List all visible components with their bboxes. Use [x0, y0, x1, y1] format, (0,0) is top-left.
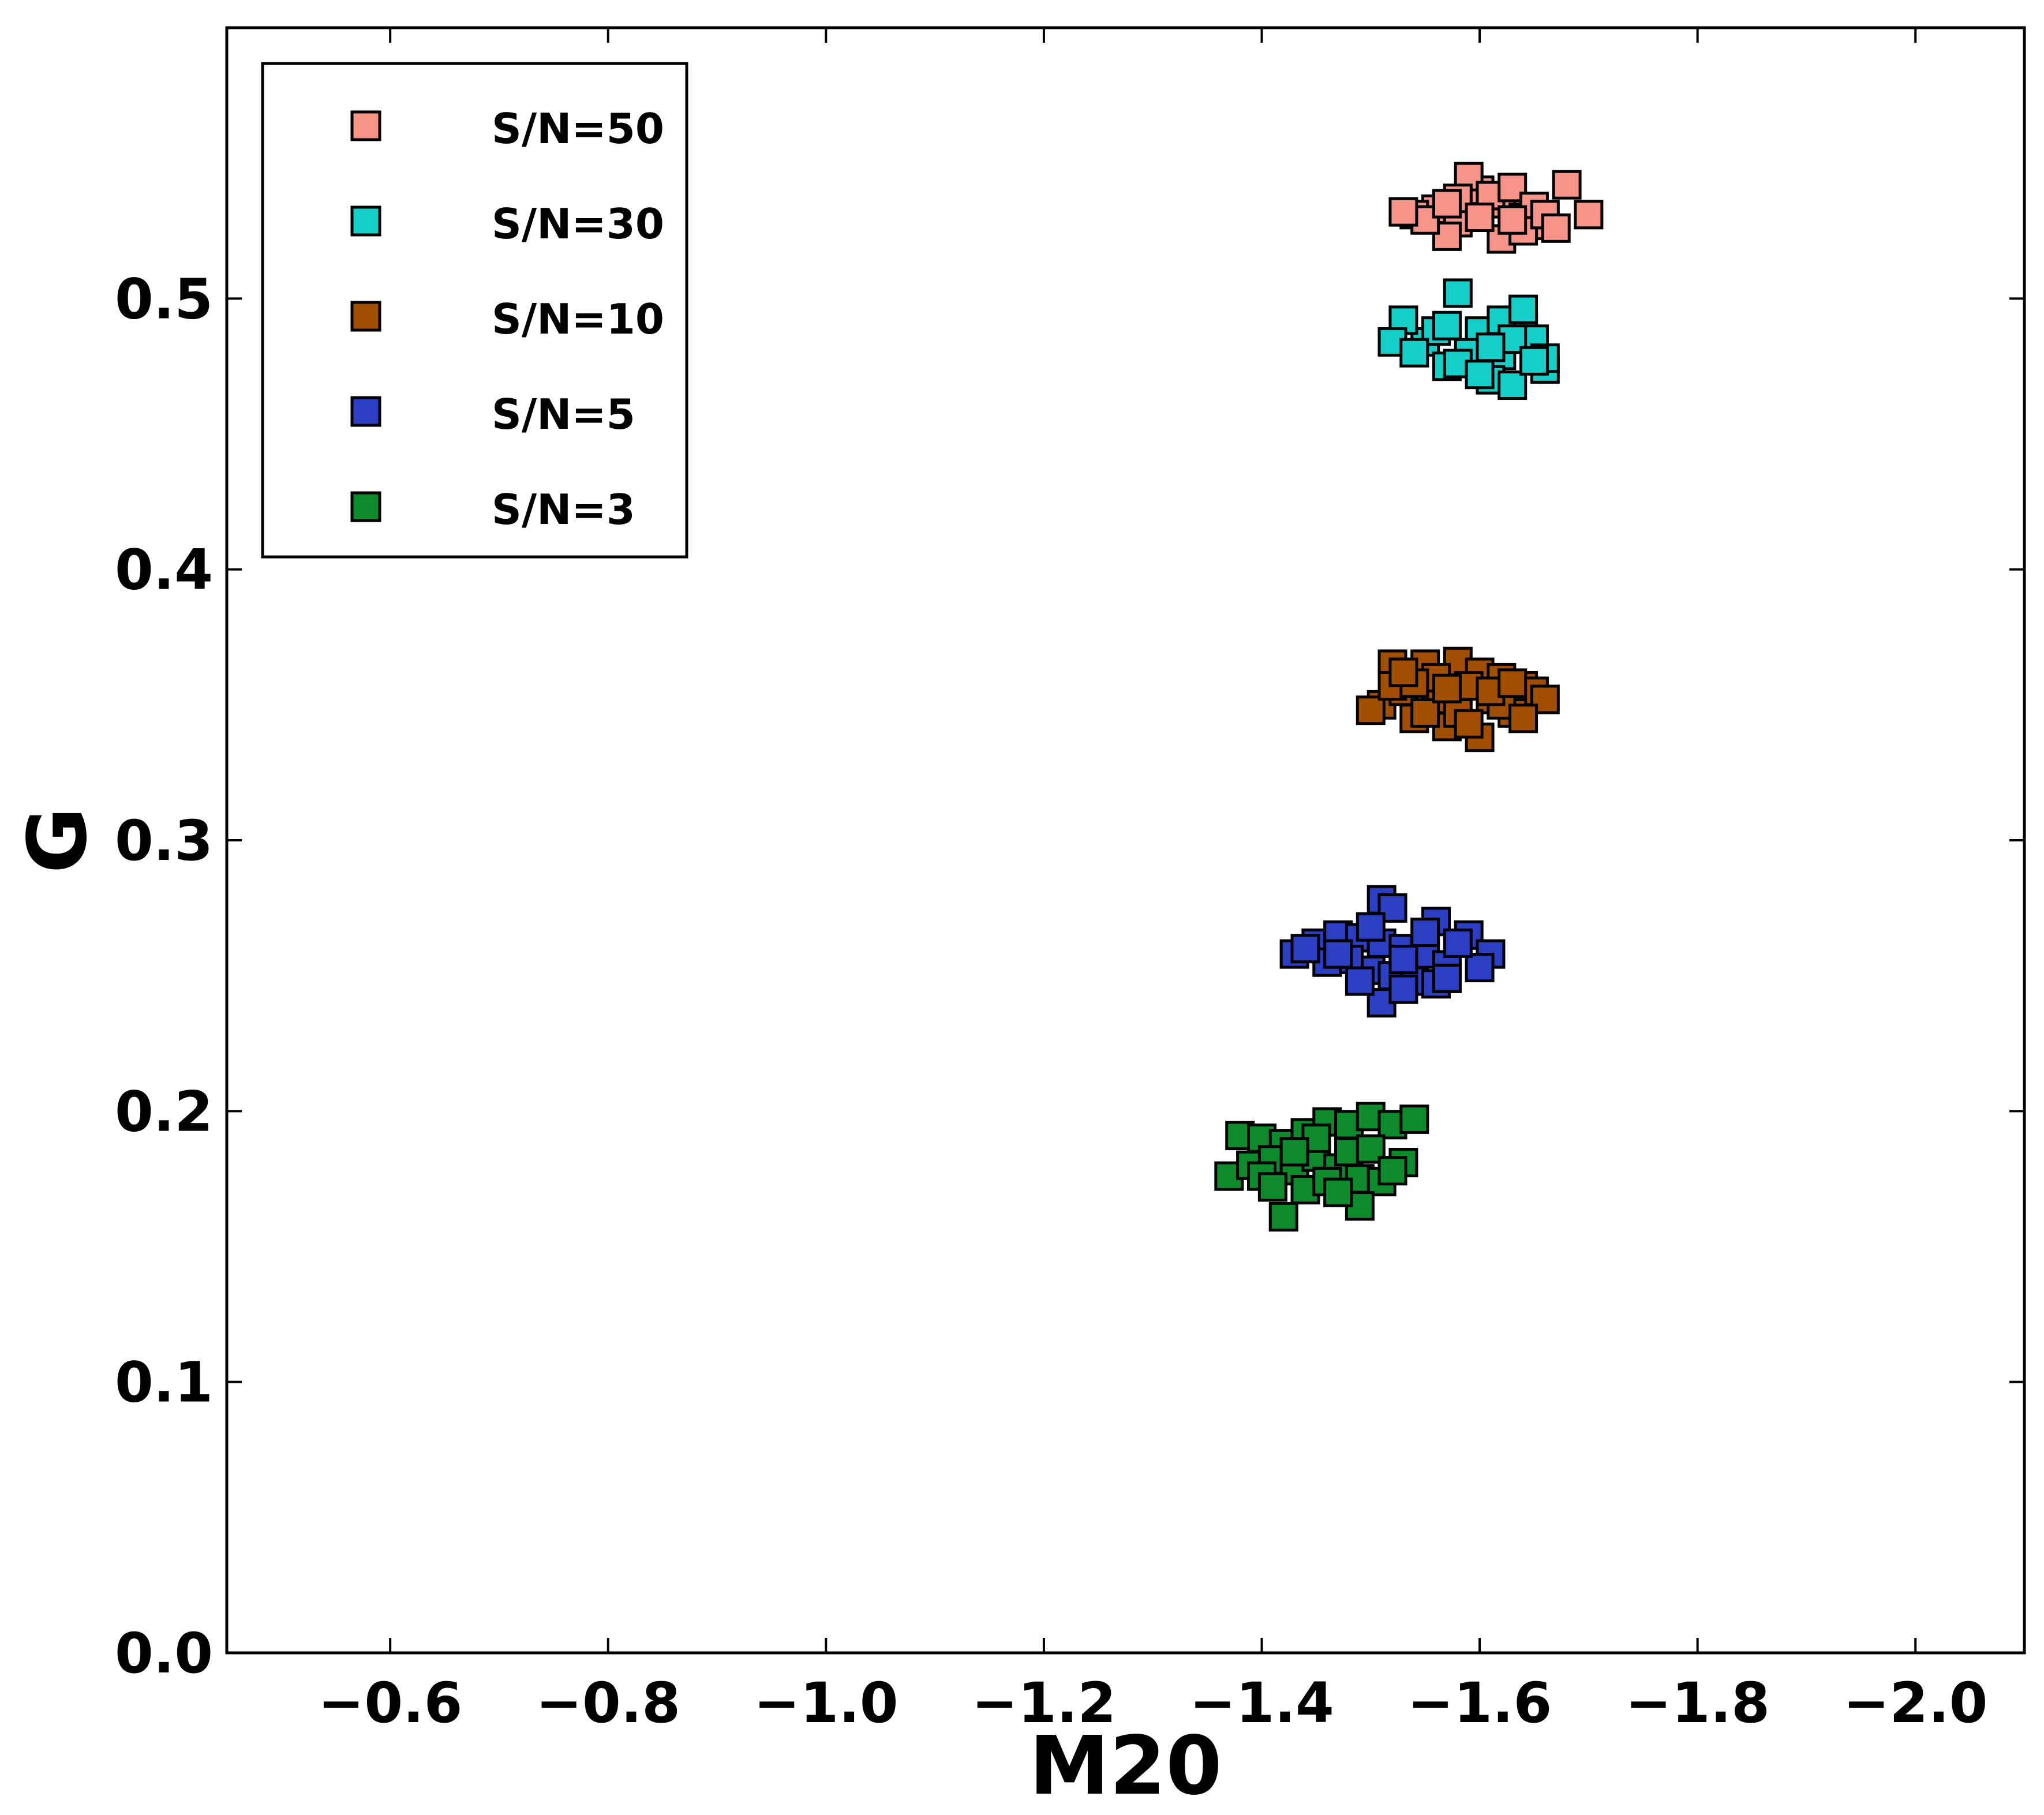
legend-marker [350, 491, 381, 522]
data-point [1257, 1172, 1287, 1202]
data-point [1377, 1156, 1407, 1186]
x-tick-label: −1.0 [754, 1671, 899, 1735]
data-point [1345, 966, 1375, 996]
legend-box [261, 62, 688, 559]
data-point [1498, 371, 1528, 401]
data-point [1454, 709, 1484, 739]
data-point [1432, 963, 1462, 993]
data-point [1476, 332, 1506, 362]
data-point [1508, 703, 1538, 734]
data-point [1443, 278, 1473, 308]
x-tick-label: −2.0 [1843, 1671, 1988, 1735]
legend-marker [350, 205, 381, 237]
x-tick-label: −1.2 [972, 1671, 1117, 1735]
data-point [1356, 695, 1386, 725]
x-tick-label: −1.8 [1625, 1671, 1770, 1735]
plot-frame [225, 26, 2026, 1655]
y-tick-label: 0.3 [115, 809, 213, 873]
y-tick-label: 0.5 [115, 267, 213, 331]
data-point [1552, 170, 1582, 200]
data-point [1465, 360, 1495, 390]
data-point [1356, 912, 1386, 942]
data-point [1323, 1177, 1353, 1207]
x-axis-label: M20 [1029, 1719, 1222, 1813]
data-point [1574, 200, 1604, 230]
data-point [1432, 310, 1462, 340]
x-tick-label: −1.4 [1189, 1671, 1334, 1735]
legend-marker [350, 396, 381, 427]
data-point [1498, 205, 1528, 235]
data-point [1498, 668, 1528, 698]
data-point [1290, 934, 1320, 964]
legend-label: S/N=5 [492, 390, 635, 439]
data-point [1279, 1137, 1309, 1167]
data-point [1323, 939, 1353, 969]
legend-label: S/N=30 [492, 200, 664, 248]
x-tick-label: −0.8 [536, 1671, 681, 1735]
y-tick-label: 0.4 [115, 538, 213, 602]
y-tick-label: 0.2 [115, 1079, 213, 1144]
axis-ticks: −0.6 −0.8 −1.0 −1.2 −1.4 −1.6 −1.8 −2.0 0.0 0.1 0.… [115, 28, 2024, 1735]
data-point [1388, 657, 1418, 687]
data-point [1465, 203, 1495, 233]
x-tick-label: −0.6 [318, 1671, 463, 1735]
data-point [1388, 197, 1418, 227]
data-point [1519, 346, 1549, 376]
y-tick-label: 0.0 [115, 1621, 213, 1686]
data-point [1443, 928, 1473, 958]
data-point [1399, 338, 1429, 368]
data-point [1388, 945, 1418, 975]
data-point [1388, 974, 1418, 1004]
y-axis-label: G [11, 807, 105, 874]
legend-label: S/N=10 [492, 295, 664, 343]
data-point [1432, 673, 1462, 703]
legend-marker [350, 301, 381, 332]
x-tick-label: −1.6 [1407, 1671, 1552, 1735]
data-point [1268, 1202, 1298, 1232]
data-point [1465, 953, 1495, 983]
legend: S/N=50 S/N=30 S/N=10 S/N=5 S/N=3 [261, 62, 688, 559]
data-point [1530, 684, 1560, 714]
data-point [1410, 698, 1440, 728]
legend-marker [350, 110, 381, 141]
data-points [1214, 162, 1604, 1232]
legend-label: S/N=3 [492, 485, 635, 534]
legend-label: S/N=50 [492, 104, 664, 153]
data-point [1432, 189, 1462, 219]
data-point [1541, 213, 1571, 243]
data-point [1508, 294, 1538, 324]
data-point [1399, 1104, 1429, 1134]
data-point [1410, 918, 1440, 948]
y-tick-label: 0.1 [115, 1350, 213, 1415]
